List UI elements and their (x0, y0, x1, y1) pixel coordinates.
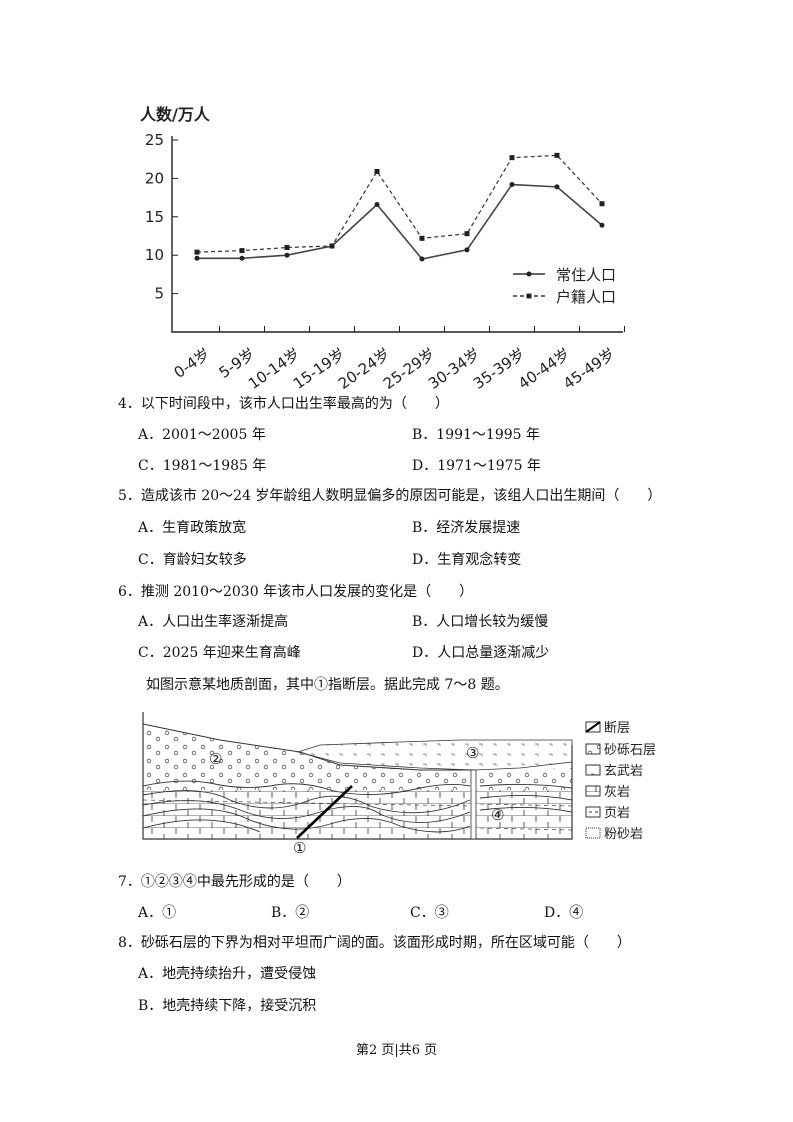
data-point (554, 152, 560, 158)
legend-basalt: 玄武岩 (604, 764, 643, 779)
question-6-stem: 6．推测 2010～2030 年该市人口发展的变化是（ ） (118, 584, 474, 600)
question-4-option-b[interactable]: B．1991～1995 年 (412, 427, 540, 443)
question-5-stem: 5．造成该市 20～24 岁年龄组人数明显偏多的原因可能是，该组人口出生期间（ … (118, 488, 662, 504)
page-footer: 第2 页|共6 页 (356, 1043, 438, 1058)
question-6-option-b[interactable]: B．人口增长较为缓慢 (412, 614, 549, 630)
data-point (374, 202, 380, 208)
series-line-1 (196, 154, 603, 253)
legend-marker (526, 271, 532, 277)
y-tick-label: 20 (145, 169, 164, 187)
data-point (284, 245, 290, 251)
question-7-stem: 7．①②③④中最先形成的是（ ） (118, 874, 351, 890)
data-point (239, 255, 245, 261)
data-point (374, 168, 380, 174)
legend-marker (526, 293, 532, 299)
question-4-option-d[interactable]: D．1971～1975 年 (412, 458, 541, 474)
question-5-option-d[interactable]: D．生育观念转变 (412, 552, 522, 568)
question-8-option-b[interactable]: B．地壳持续下降，接受沉积 (138, 998, 317, 1014)
legend-gravel: 砂砾石层 (604, 743, 656, 758)
label-3: ③ (466, 744, 479, 762)
data-point (284, 252, 290, 258)
data-point (419, 256, 425, 262)
question-5-option-b[interactable]: B．经济发展提速 (412, 520, 521, 536)
data-point (509, 182, 515, 188)
question-7-option-c[interactable]: C．③ (410, 905, 449, 921)
question-6-option-d[interactable]: D．人口总量逐渐减少 (412, 645, 550, 661)
data-point (419, 235, 425, 241)
y-tick-label: 25 (145, 131, 164, 149)
y-axis-label: 人数/万人 (140, 105, 211, 124)
y-tick-label: 10 (145, 246, 164, 264)
legend-shale: 页岩 (604, 806, 630, 821)
question-5-option-a[interactable]: A．生育政策放宽 (138, 520, 247, 536)
series-line-0 (197, 183, 603, 260)
data-point (329, 243, 335, 249)
label-1: ① (293, 839, 306, 857)
data-point (554, 184, 560, 190)
geologic-section-diagram: ② ③ ④ ① 断层 砂砾石层 玄武岩 灰岩 页岩 粉砂岩 (142, 712, 656, 857)
question-7-option-d[interactable]: D．④ (544, 905, 584, 921)
question-4-stem: 4．以下时间段中，该市人口出生率最高的为（ ） (118, 396, 449, 412)
diagram-intro: 如图示意某地质剖面，其中①指断层。据此完成 7～8 题。 (146, 677, 509, 693)
legend-label: 户籍人口 (556, 288, 616, 306)
question-6-option-c[interactable]: C．2025 年迎来生育高峰 (138, 645, 301, 661)
question-8-option-a[interactable]: A．地壳持续抬升，遭受侵蚀 (138, 966, 317, 982)
data-point (599, 201, 605, 207)
legend-limestone: 灰岩 (604, 785, 630, 800)
axes (171, 136, 623, 333)
data-point (509, 155, 515, 161)
label-4: ④ (491, 806, 504, 824)
question-4-option-a[interactable]: A．2001～2005 年 (138, 427, 266, 443)
question-8-stem: 8．砂砾石层的下界为相对平坦而广阔的面。该面形成时期，所在区域可能（ ） (118, 935, 631, 951)
legend-fault: 断层 (604, 721, 630, 736)
label-2: ② (209, 750, 222, 768)
data-point (464, 247, 470, 253)
data-point (194, 249, 200, 255)
question-7-option-a[interactable]: A．① (138, 905, 177, 921)
diagram-legend: 断层 砂砾石层 玄武岩 灰岩 页岩 粉砂岩 (585, 721, 656, 842)
legend-label: 常住人口 (556, 266, 616, 284)
data-point (599, 222, 605, 228)
question-4-option-c[interactable]: C．1981～1985 年 (138, 458, 267, 474)
y-tick-label: 15 (145, 208, 164, 226)
question-5-option-c[interactable]: C．育龄妇女较多 (138, 552, 247, 568)
y-tick-label: 5 (154, 285, 164, 303)
legend-siltstone: 粉砂岩 (604, 827, 643, 842)
data-point (194, 255, 200, 261)
data-point (464, 231, 470, 237)
question-6-option-a[interactable]: A．人口出生率逐渐提高 (138, 614, 289, 630)
data-point (239, 248, 245, 254)
question-7-option-b[interactable]: B．② (271, 905, 310, 921)
